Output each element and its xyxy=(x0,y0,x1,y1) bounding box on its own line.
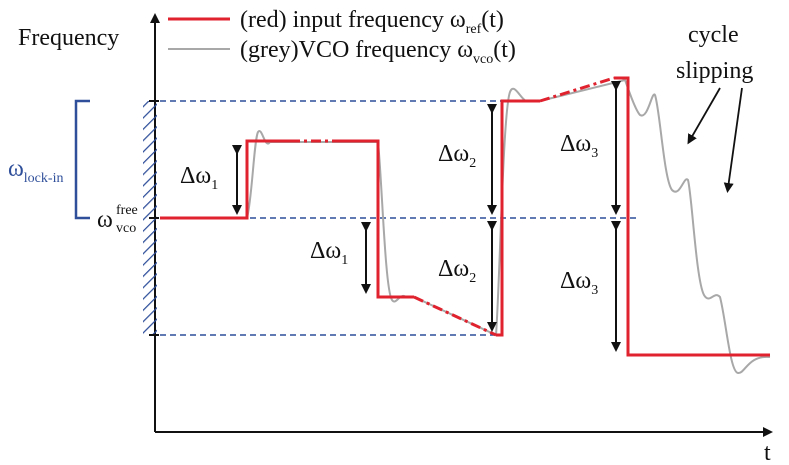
delta-label-d1-up: Δω1 xyxy=(180,163,218,193)
delta-arrows xyxy=(232,81,621,352)
input-frequency-trace xyxy=(160,139,290,220)
free-frequency-label: ω xyxy=(97,207,113,233)
lock-in-bracket xyxy=(74,99,90,220)
delta-label-d3-down: Δω3 xyxy=(560,268,598,298)
cycle-slipping-label-1: cycle xyxy=(688,22,739,48)
free-sub: vco xyxy=(116,221,136,236)
cycle-slipping-arrow-2 xyxy=(723,87,743,193)
cycle-slipping-arrow-1 xyxy=(687,87,721,145)
legend-input-label: (red) input frequency ωref(t) xyxy=(240,7,504,37)
lock-in-label: ωlock-in xyxy=(8,156,63,186)
y-axis-label: Frequency xyxy=(18,25,119,51)
legend-vco-label: (grey)VCO frequency ωvco(t) xyxy=(240,37,516,67)
cycle-slipping-label-2: slipping xyxy=(676,58,753,84)
delta-label-d3-up: Δω3 xyxy=(560,131,598,161)
delta-label-d1-down: Δω1 xyxy=(310,238,348,268)
free-sup: free xyxy=(116,203,138,218)
vco-frequency-trace xyxy=(160,78,771,374)
delta-label-d2-up: Δω2 xyxy=(438,141,476,171)
legend: (red) input frequency ωref(t) (grey)VCO … xyxy=(168,7,516,67)
x-axis-label: t xyxy=(764,440,771,465)
delta-label-d2-down: Δω2 xyxy=(438,256,476,286)
